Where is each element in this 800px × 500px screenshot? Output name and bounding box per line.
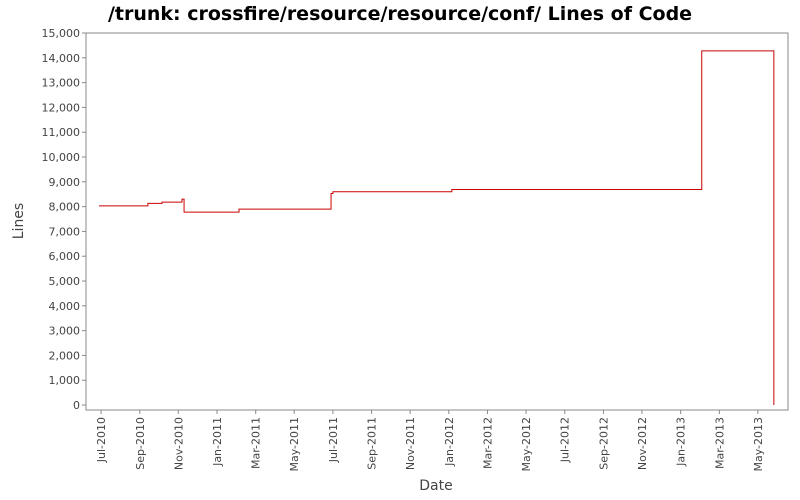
x-tick-label: Jul-2010 (95, 417, 108, 463)
x-tick-label: Jan-2012 (443, 417, 456, 467)
x-tick-label: May-2011 (288, 417, 301, 472)
y-tick-label: 4,000 (49, 300, 81, 313)
y-tick-label: 14,000 (42, 52, 81, 65)
y-tick-label: 5,000 (49, 275, 81, 288)
y-tick-label: 3,000 (49, 325, 81, 338)
data-line (98, 50, 775, 406)
y-tick-label: 8,000 (49, 201, 81, 214)
x-tick-label: Jan-2011 (211, 417, 224, 467)
x-tick-label: Mar-2012 (482, 417, 495, 469)
y-tick-label: 7,000 (49, 225, 81, 238)
x-tick-label: Sep-2010 (134, 417, 147, 470)
y-tick-label: 15,000 (42, 27, 81, 40)
x-tick-label: Jan-2013 (675, 417, 688, 467)
x-tick-label: Sep-2012 (597, 417, 610, 470)
x-tick-label: Mar-2011 (250, 417, 263, 469)
y-tick-label: 2,000 (49, 349, 81, 362)
x-tick-label: May-2012 (520, 417, 533, 472)
x-tick-label: Nov-2010 (172, 417, 185, 470)
y-tick-label: 6,000 (49, 250, 81, 263)
chart-title: /trunk: crossfire/resource/resource/conf… (108, 3, 692, 25)
x-tick-label: Nov-2012 (636, 417, 649, 470)
x-tick-label: Jul-2012 (559, 417, 572, 463)
y-tick-label: 12,000 (42, 101, 81, 114)
y-tick-label: 13,000 (42, 77, 81, 90)
x-tick-label: Sep-2011 (366, 417, 379, 470)
x-tick-label: Mar-2013 (713, 417, 726, 469)
x-axis-label: Date (419, 478, 452, 494)
x-tick-label: Nov-2011 (404, 417, 417, 470)
y-tick-label: 1,000 (49, 374, 81, 387)
plot-area (85, 32, 789, 411)
y-tick-label: 9,000 (49, 176, 81, 189)
x-tick-label: May-2013 (752, 417, 765, 472)
y-tick-label: 10,000 (42, 151, 81, 164)
x-tick-label: Jul-2011 (327, 417, 340, 463)
y-axis-label: Lines (11, 203, 27, 239)
y-tick-label: 0 (73, 399, 80, 412)
y-tick-label: 11,000 (42, 126, 81, 139)
